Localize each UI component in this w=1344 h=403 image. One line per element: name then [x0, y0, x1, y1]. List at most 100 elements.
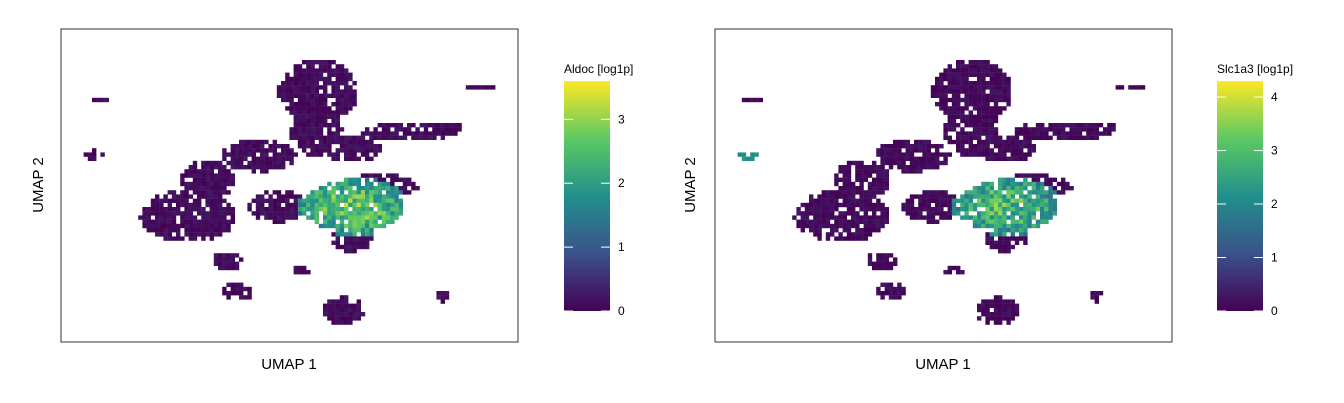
cell-point	[365, 144, 370, 149]
cell-point	[155, 202, 160, 208]
cell-point	[872, 177, 877, 182]
cell-point	[369, 211, 374, 216]
cell-point	[964, 93, 969, 98]
cell-point	[947, 106, 952, 111]
cell-point	[960, 89, 965, 94]
cell-point	[268, 198, 273, 203]
cell-point	[1061, 181, 1066, 187]
cell-point	[993, 76, 999, 82]
cell-point	[197, 219, 202, 224]
cell-point	[746, 97, 751, 103]
cell-point	[872, 211, 877, 216]
cell-point	[998, 312, 1003, 317]
cell-point	[926, 144, 931, 149]
cell-point	[989, 68, 994, 73]
cell-point	[192, 165, 198, 170]
cell-point	[293, 102, 298, 107]
cell-point	[281, 160, 286, 166]
cell-point	[981, 299, 986, 304]
cell-point	[171, 190, 177, 195]
cell-point	[1094, 131, 1099, 136]
cell-point	[390, 186, 395, 191]
cell-point	[1023, 219, 1028, 224]
cell-point	[369, 219, 374, 224]
cell-point	[1002, 89, 1007, 94]
cell-point	[809, 228, 814, 233]
cell-point	[293, 198, 298, 203]
cell-point	[457, 123, 462, 128]
cell-point	[998, 236, 1003, 241]
cell-point	[348, 135, 353, 140]
cell-point	[985, 202, 990, 208]
cell-point	[297, 211, 303, 216]
cell-point	[830, 198, 835, 203]
cell-point	[1056, 127, 1062, 132]
cell-point	[1027, 139, 1032, 145]
cell-point	[926, 198, 931, 203]
cell-point	[218, 198, 223, 203]
cell-point	[100, 152, 105, 157]
cell-point	[1023, 173, 1028, 178]
cell-point	[318, 106, 324, 111]
cell-point	[302, 85, 307, 90]
cell-point	[251, 139, 256, 145]
cell-point	[842, 186, 847, 191]
cell-point	[985, 181, 990, 187]
cell-point	[352, 181, 357, 187]
cell-point	[323, 186, 328, 191]
cell-point	[1019, 173, 1024, 178]
cell-point	[909, 169, 915, 174]
cell-point	[318, 93, 324, 98]
cell-point	[935, 211, 940, 216]
cell-point	[281, 144, 286, 149]
cell-point	[92, 152, 97, 157]
cell-point	[272, 156, 277, 161]
cell-point	[956, 60, 961, 65]
cell-point	[344, 202, 349, 208]
cell-point	[230, 282, 235, 287]
cell-point	[859, 194, 864, 199]
cell-point	[352, 303, 357, 308]
cell-point	[314, 194, 319, 199]
cell-point	[264, 148, 269, 153]
cell-point	[205, 173, 210, 178]
cell-point	[1002, 299, 1007, 304]
cell-point	[1019, 194, 1024, 199]
cell-point	[297, 68, 303, 73]
cell-point	[960, 215, 965, 220]
cell-point	[1014, 303, 1020, 308]
cell-point	[188, 219, 193, 224]
cell-point	[863, 215, 868, 220]
cell-point	[331, 118, 336, 124]
cell-point	[318, 207, 324, 212]
cell-point	[880, 207, 885, 212]
cell-point	[893, 148, 898, 153]
cell-point	[339, 194, 345, 199]
cell-point	[897, 160, 902, 166]
cell-point	[323, 223, 328, 229]
cell-point	[964, 123, 969, 128]
cell-point	[381, 131, 387, 136]
cell-point	[1061, 127, 1066, 132]
cell-point	[348, 211, 353, 216]
cell-point	[255, 211, 261, 216]
cell-point	[956, 89, 961, 94]
cell-point	[863, 202, 868, 208]
cell-point	[243, 148, 248, 153]
cell-point	[821, 223, 826, 229]
cell-point	[964, 194, 969, 199]
cell-point	[289, 76, 294, 82]
cell-point	[352, 307, 357, 313]
cell-point	[977, 215, 982, 220]
cell-point	[1002, 249, 1007, 254]
cell-point	[213, 261, 219, 266]
cell-point	[394, 173, 399, 178]
cell-point	[880, 177, 885, 182]
cell-point	[981, 144, 986, 149]
cell-point	[444, 123, 450, 128]
cell-point	[960, 81, 965, 86]
cell-point	[180, 223, 185, 229]
cell-point	[813, 202, 818, 208]
cell-point	[323, 307, 328, 313]
cell-point	[922, 202, 927, 208]
